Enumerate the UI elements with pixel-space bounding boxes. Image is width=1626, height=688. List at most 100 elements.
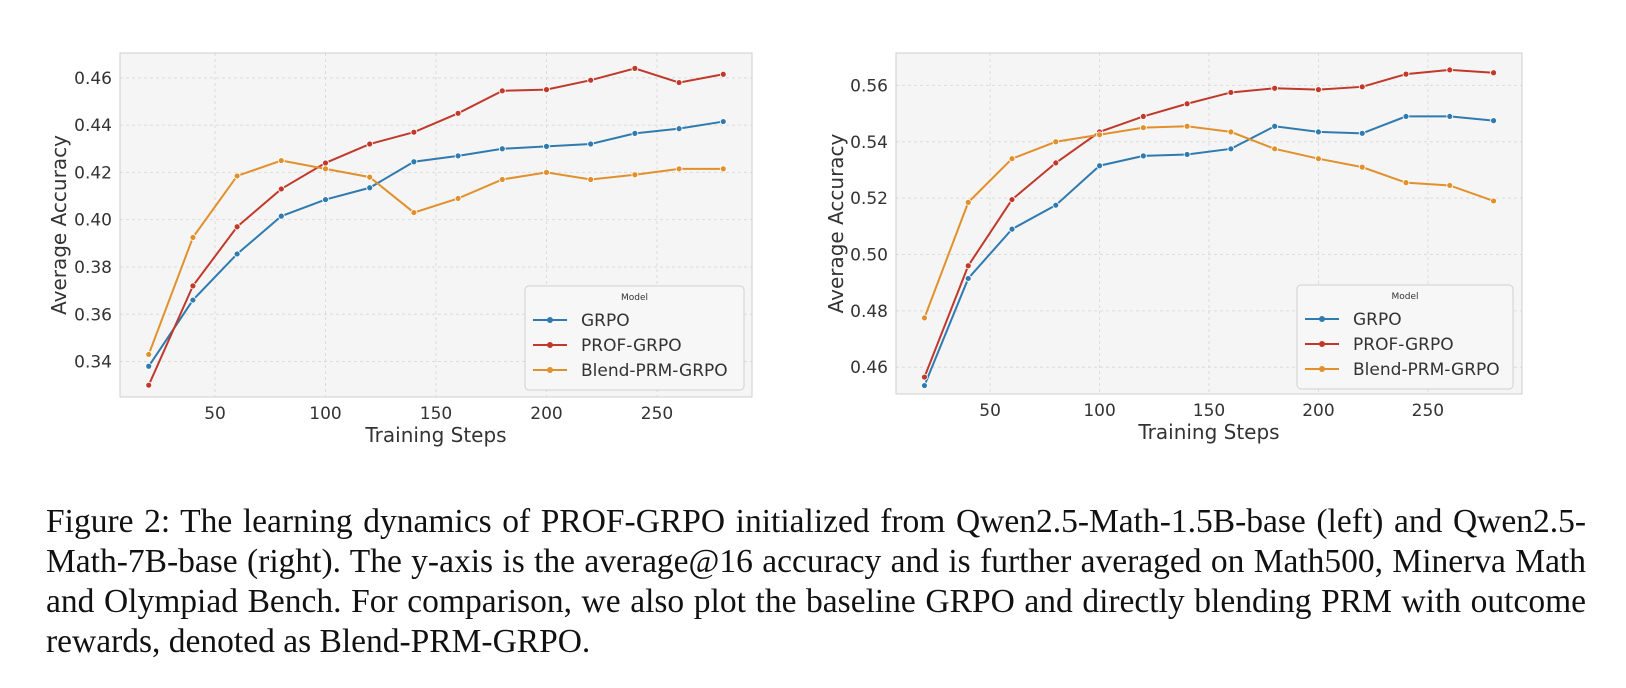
data-point-grpo xyxy=(233,250,241,258)
data-point-grpo xyxy=(498,145,506,153)
y-tick-label: 0.34 xyxy=(74,353,112,373)
data-point-grpo xyxy=(1139,152,1147,160)
data-point-prof-grpo xyxy=(964,262,972,270)
data-point-grpo xyxy=(543,142,550,150)
data-point-grpo xyxy=(410,158,418,166)
data-point-blend-prm-grpo xyxy=(410,209,418,216)
data-point-grpo xyxy=(719,118,727,125)
legend-swatch-marker xyxy=(1319,366,1325,372)
legend-label: PROF-GRPO xyxy=(1353,335,1454,355)
data-point-grpo xyxy=(454,152,462,160)
legend-box xyxy=(1296,284,1514,390)
data-point-grpo xyxy=(631,129,639,137)
series-line-blend-prm-grpo xyxy=(147,159,724,355)
y-tick-label: 0.42 xyxy=(74,163,112,183)
data-point-grpo xyxy=(322,196,329,203)
y-tick-label: 0.46 xyxy=(74,69,112,89)
y-tick-label: 0.50 xyxy=(850,246,888,266)
data-point-blend-prm-grpo xyxy=(189,234,197,241)
x-tick-label: 100 xyxy=(309,404,341,424)
charts-svg: 50 100 150 200 250 0.34 0.36 0.38 0.40 0.42 0.44 0.… xyxy=(47,52,1523,447)
data-point-blend-prm-grpo xyxy=(1446,182,1454,189)
plot-frame xyxy=(895,52,1523,395)
series-line-prof-grpo xyxy=(923,68,1494,378)
data-point-prof-grpo xyxy=(322,159,329,167)
data-point-grpo xyxy=(587,140,595,148)
data-point-prof-grpo xyxy=(277,185,285,193)
x-tick-label: 100 xyxy=(1083,401,1115,421)
data-point-blend-prm-grpo xyxy=(1315,155,1322,163)
data-point-grpo xyxy=(189,296,197,304)
legend-swatch-marker xyxy=(547,342,553,348)
data-point-blend-prm-grpo xyxy=(454,195,462,202)
legend-swatch-marker xyxy=(547,317,553,323)
data-point-prof-grpo xyxy=(1183,100,1191,108)
data-point-prof-grpo xyxy=(921,373,928,381)
data-point-prof-grpo xyxy=(1008,196,1016,203)
data-point-grpo xyxy=(366,184,374,192)
data-point-grpo xyxy=(1227,145,1235,153)
data-point-blend-prm-grpo xyxy=(233,172,241,180)
y-tick-label: 0.46 xyxy=(850,358,888,378)
data-point-blend-prm-grpo xyxy=(322,165,329,173)
x-tick-label: 50 xyxy=(204,404,226,424)
data-point-prof-grpo xyxy=(1446,66,1454,74)
data-point-grpo xyxy=(1271,122,1279,130)
caption-label: Figure 2: xyxy=(46,503,171,540)
data-point-grpo xyxy=(1446,113,1454,120)
x-tick-label: 250 xyxy=(641,404,673,424)
data-point-prof-grpo xyxy=(410,128,418,136)
y-tick-label: 0.52 xyxy=(850,189,888,209)
data-point-blend-prm-grpo xyxy=(1052,138,1060,146)
data-point-blend-prm-grpo xyxy=(1096,131,1103,139)
data-point-blend-prm-grpo xyxy=(921,314,928,322)
data-point-grpo xyxy=(964,275,972,282)
y-tick-label: 0.54 xyxy=(850,133,888,153)
legend: Model GRPO PROF-GRPO Blend-PRM-GRPO xyxy=(524,285,745,391)
data-point-prof-grpo xyxy=(1315,86,1322,94)
data-point-prof-grpo xyxy=(631,64,639,72)
x-tick-label: 50 xyxy=(979,401,1001,421)
y-tick-label: 0.48 xyxy=(850,302,888,322)
x-axis-label: Training Steps xyxy=(364,423,506,447)
legend-title: Model xyxy=(621,293,648,303)
data-point-blend-prm-grpo xyxy=(543,168,550,176)
data-point-blend-prm-grpo xyxy=(145,351,153,358)
data-point-grpo xyxy=(1315,128,1322,136)
legend-swatch-marker xyxy=(1319,341,1325,347)
data-point-grpo xyxy=(1052,201,1060,209)
x-axis-label: Training Steps xyxy=(1137,420,1279,444)
data-point-grpo xyxy=(1358,129,1366,137)
plot-frame xyxy=(119,52,753,398)
data-point-prof-grpo xyxy=(1227,89,1235,96)
legend-label: PROF-GRPO xyxy=(581,336,682,356)
data-point-prof-grpo xyxy=(1271,84,1279,92)
data-point-prof-grpo xyxy=(1052,159,1060,167)
data-point-blend-prm-grpo xyxy=(964,198,972,206)
data-point-prof-grpo xyxy=(366,140,374,148)
figure-charts: 50 100 150 200 250 0.34 0.36 0.38 0.40 0.42 0.44 0.… xyxy=(47,52,1523,447)
series-line-grpo xyxy=(923,115,1494,386)
data-point-blend-prm-grpo xyxy=(587,176,595,183)
x-tick-label: 200 xyxy=(1302,401,1334,421)
data-point-grpo xyxy=(145,362,153,370)
x-tick-label: 200 xyxy=(530,404,562,424)
y-tick-label: 0.38 xyxy=(74,258,112,278)
y-axis-label: Average Accuracy xyxy=(824,133,848,313)
legend-title: Model xyxy=(1391,292,1418,302)
series-line-grpo xyxy=(147,120,724,367)
data-point-blend-prm-grpo xyxy=(1402,179,1410,187)
data-point-grpo xyxy=(1490,117,1497,125)
caption-text: The learning dynamics of PROF-GRPO initi… xyxy=(46,503,1586,660)
x-tick-label: 150 xyxy=(420,404,452,424)
data-point-prof-grpo xyxy=(1402,70,1410,78)
y-axis-label: Average Accuracy xyxy=(47,135,71,315)
y-tick-label: 0.56 xyxy=(850,76,888,96)
x-tick-label: 150 xyxy=(1193,401,1225,421)
data-point-prof-grpo xyxy=(189,282,197,290)
data-point-blend-prm-grpo xyxy=(1271,145,1279,153)
data-point-prof-grpo xyxy=(454,109,462,117)
data-point-prof-grpo xyxy=(543,86,550,94)
chart-panel-right: 50 100 150 200 250 0.46 0.48 0.50 0.52 0.54 0.56 Tr… xyxy=(824,52,1523,444)
data-point-blend-prm-grpo xyxy=(277,157,285,164)
